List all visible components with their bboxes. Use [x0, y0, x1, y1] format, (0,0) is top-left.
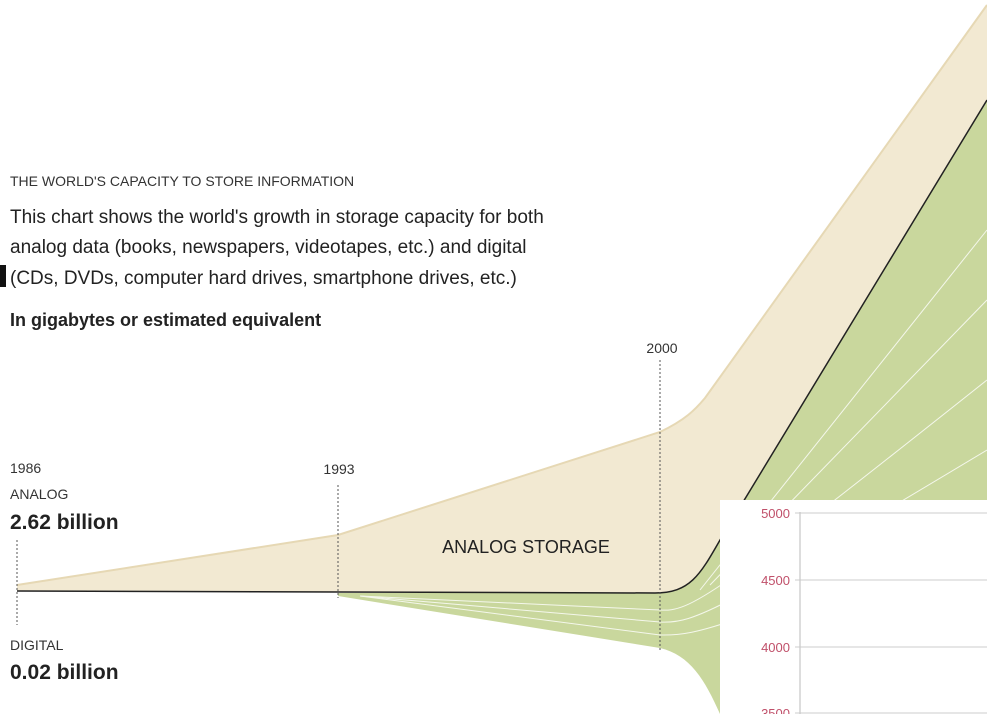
marker [0, 265, 6, 287]
year: 1993 [323, 461, 354, 477]
description: analog data (books, newspapers, videotap… [10, 237, 527, 258]
inset-background [720, 500, 987, 714]
description: This chart shows the world's growth in s… [10, 207, 544, 228]
inset-tick: 3500 [761, 706, 790, 714]
digital-value: 0.02 billion [10, 661, 119, 684]
analog-value: 2.62 billion [10, 511, 119, 534]
description: (CDs, DVDs, computer hard drives, smartp… [10, 268, 517, 289]
inset-tick: 4000 [761, 640, 790, 655]
year-markers [16, 360, 661, 650]
year: 2000 [646, 340, 677, 356]
digital-label: DIGITAL [10, 637, 64, 653]
unit: In gigabytes or estimated equivalent [10, 310, 321, 330]
analog-top-edge [16, 4, 987, 586]
analog-label: ANALOG [10, 486, 68, 502]
inset-tick: 5000 [761, 506, 790, 521]
inset-grid [795, 512, 987, 714]
area-label: ANALOG STORAGE [442, 537, 610, 557]
year: 1986 [10, 460, 41, 476]
inset-chart: 5000 4500 4000 3500 [720, 500, 987, 714]
title: THE WORLD'S CAPACITY TO STORE INFORMATIO… [10, 173, 354, 189]
boundary-line [16, 99, 987, 594]
analog-area [17, 5, 987, 593]
inset-tick: 4500 [761, 573, 790, 588]
